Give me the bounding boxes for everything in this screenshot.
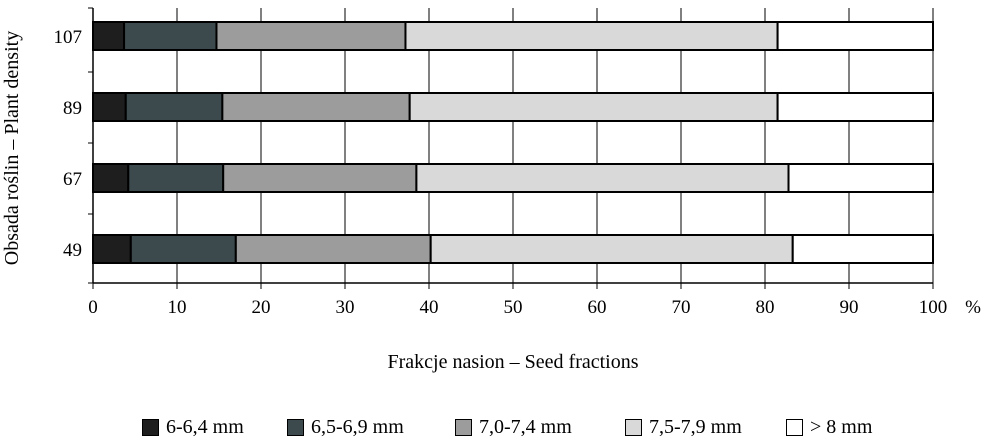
bar-segment xyxy=(124,92,224,122)
y-axis-title: Obsada roślin – Plant density xyxy=(1,31,23,265)
bar-segment xyxy=(415,163,790,193)
bar-segment xyxy=(127,163,225,193)
legend-swatch xyxy=(455,419,472,436)
bar-segment xyxy=(776,21,934,51)
x-tick-label: 90 xyxy=(840,297,859,318)
y-tick-label: 107 xyxy=(54,27,83,48)
bar-segment xyxy=(92,92,127,122)
legend-item: 7,0-7,4 mm xyxy=(455,416,572,439)
x-axis-title: Frakcje nasion – Seed fractions xyxy=(387,351,638,373)
legend-swatch xyxy=(142,419,159,436)
y-tick-label: 49 xyxy=(63,240,82,261)
bars xyxy=(92,21,935,264)
legend-item: 6,5-6,9 mm xyxy=(287,416,404,439)
bar-segment xyxy=(123,21,218,51)
x-unit-label: % xyxy=(965,297,981,318)
y-tick-label: 67 xyxy=(63,169,82,190)
bar-segment xyxy=(429,234,794,264)
x-tick-label: 60 xyxy=(588,297,607,318)
x-tick-label: 20 xyxy=(252,297,271,318)
bar-segment xyxy=(787,163,935,193)
x-tick-label: 50 xyxy=(504,297,523,318)
axes: 107 89 67 49 0 10 20 30 40 50 60 70 80 90 100% xyxy=(54,7,981,318)
bar-segment xyxy=(776,92,934,122)
bar-segment xyxy=(221,92,411,122)
bar-segment xyxy=(92,21,126,51)
bar-segment xyxy=(92,163,130,193)
legend-item: 7,5-7,9 mm xyxy=(625,416,742,439)
x-tick-label: 70 xyxy=(672,297,691,318)
legend-label: 6-6,4 mm xyxy=(166,416,244,438)
legend-label: > 8 mm xyxy=(810,416,873,438)
bar-segment xyxy=(234,234,432,264)
x-tick-label: 40 xyxy=(420,297,439,318)
bar-segment xyxy=(791,234,934,264)
bar-segment xyxy=(215,21,407,51)
legend-label: 7,5-7,9 mm xyxy=(649,416,742,438)
legend-swatch xyxy=(625,419,642,436)
bar-segment xyxy=(408,92,779,122)
bar-segment xyxy=(92,234,132,264)
legend-swatch xyxy=(786,419,803,436)
bar-segment xyxy=(222,163,418,193)
y-tick-label: 89 xyxy=(63,98,82,119)
legend-label: 7,0-7,4 mm xyxy=(479,416,572,438)
x-tick-label: 10 xyxy=(168,297,187,318)
legend-label: 6,5-6,9 mm xyxy=(311,416,404,438)
x-tick-label: 0 xyxy=(88,297,98,318)
x-tick-label: 30 xyxy=(336,297,355,318)
legend-swatch xyxy=(287,419,304,436)
stacked-bar-chart: 107 89 67 49 0 10 20 30 40 50 60 70 80 90 100% Frakcje… xyxy=(1,7,981,373)
bar-segment xyxy=(404,21,779,51)
legend: 6-6,4 mm 6,5-6,9 mm 7,0-7,4 mm 7,5-7,9 mm > … xyxy=(0,416,982,442)
legend-item: > 8 mm xyxy=(786,416,872,439)
x-tick-label: 100 xyxy=(919,297,948,318)
x-tick-label: 80 xyxy=(756,297,775,318)
legend-item: 6-6,4 mm xyxy=(142,416,244,439)
bar-segment xyxy=(129,234,237,264)
